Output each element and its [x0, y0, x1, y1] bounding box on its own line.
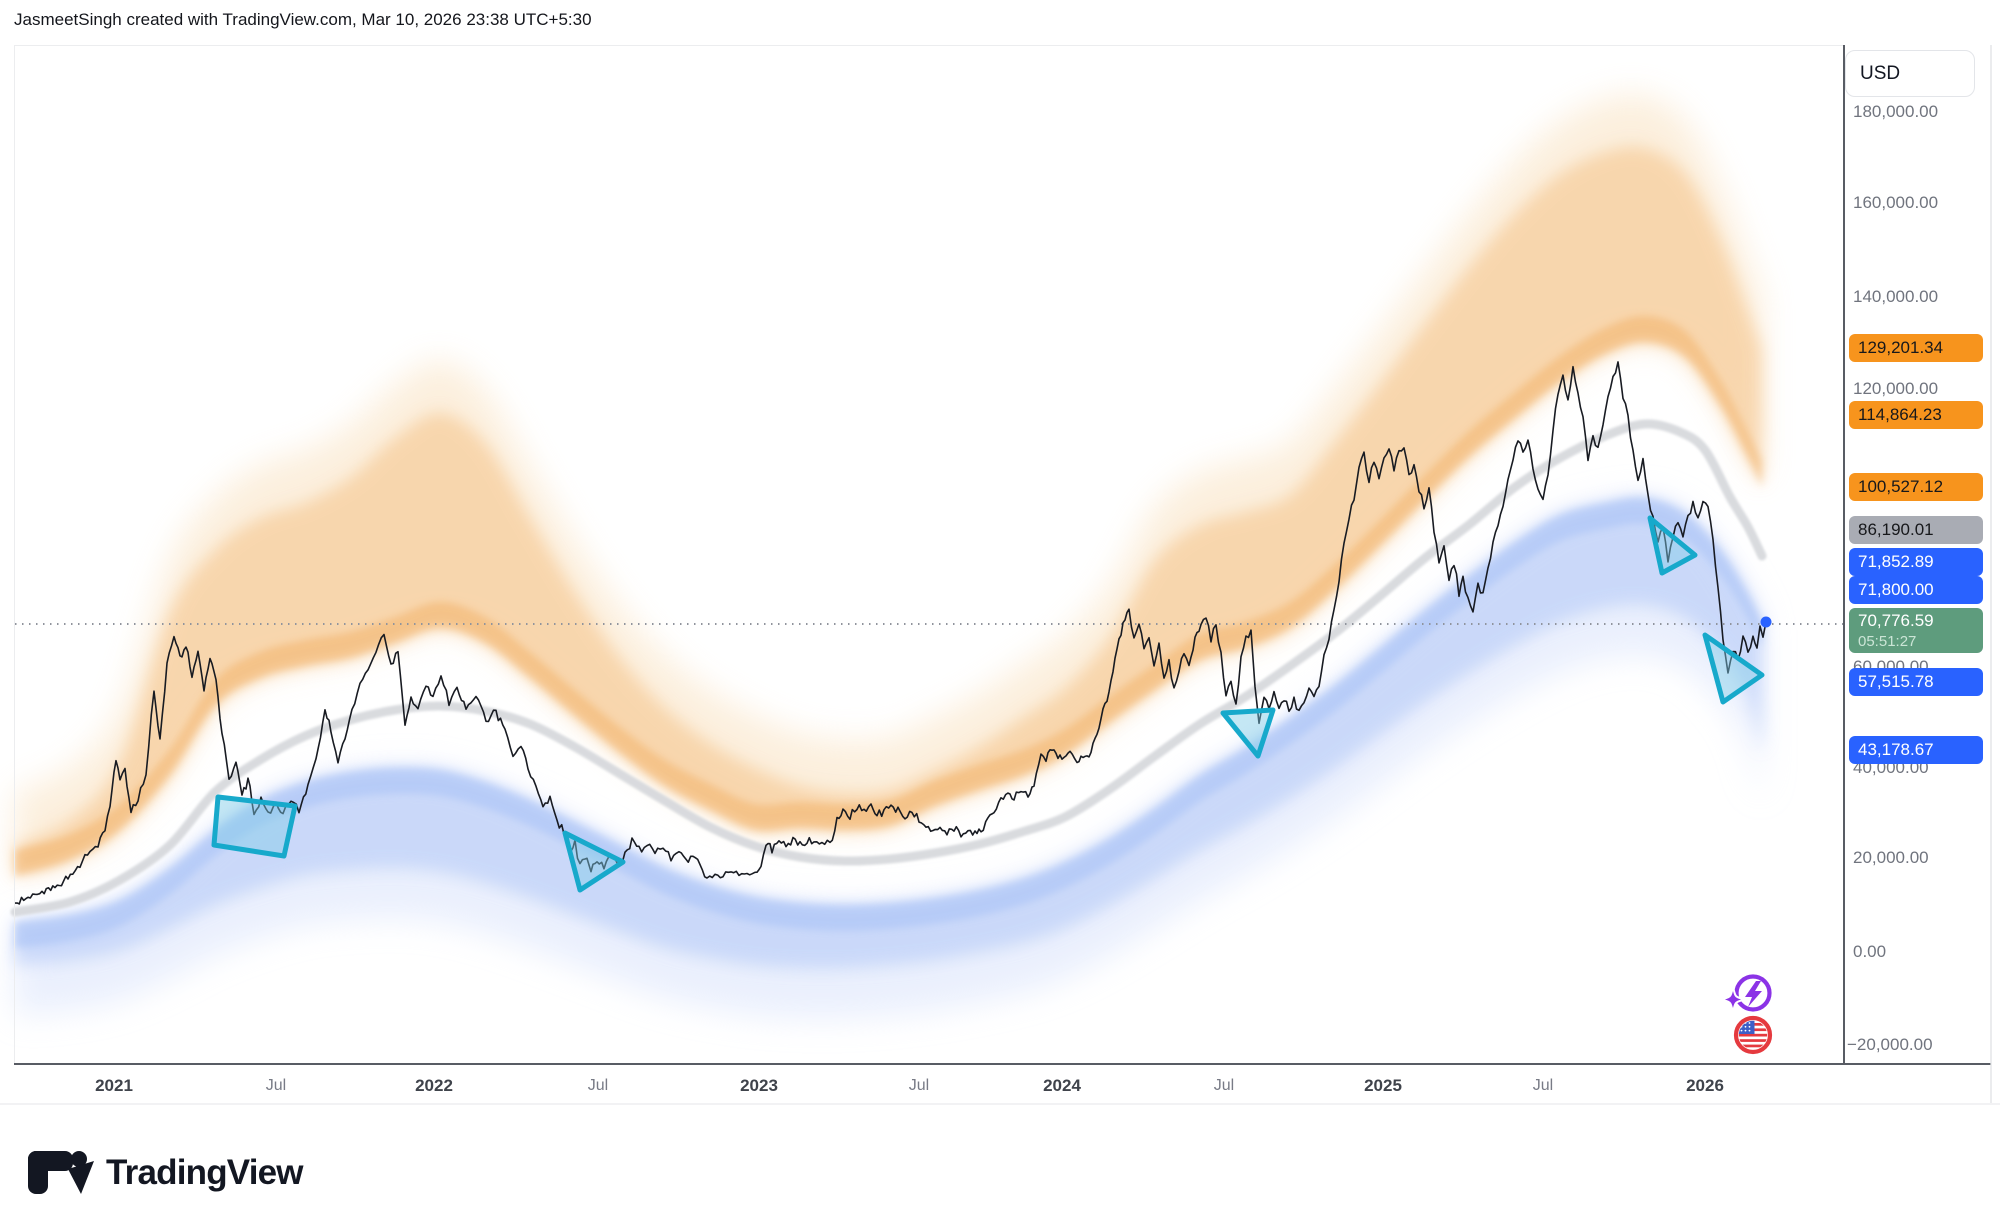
flag-art	[1738, 1020, 1768, 1050]
drawing-quad-2021[interactable]	[211, 794, 298, 859]
drawing-triangle-2026-b[interactable]	[1702, 632, 1765, 705]
currency-button-label: USD	[1860, 62, 1901, 84]
blue-band-glow	[15, 497, 1762, 1019]
ai-spark-icon[interactable]	[1724, 967, 1782, 1017]
drawing-triangle-2022[interactable]	[562, 830, 626, 893]
attribution-text: JasmeetSingh created with TradingView.co…	[14, 10, 592, 29]
drawing-triangle-2024[interactable]	[1220, 707, 1276, 759]
tradingview-logo-mark	[28, 1151, 94, 1194]
sparkle-icon	[1724, 983, 1748, 1016]
tradingview-logo[interactable]: TradingView	[28, 1150, 304, 1196]
drawing-triangle-2026-a[interactable]	[1647, 515, 1698, 576]
orange-band-glow	[15, 94, 1762, 877]
us-flag-icon[interactable]	[1724, 1012, 1782, 1060]
price-series-line	[14, 361, 1767, 905]
time-pane-mask	[0, 1065, 2000, 1103]
blue-band	[15, 497, 1762, 969]
ai-spark-circle	[1734, 974, 1772, 1012]
currency-button[interactable]: USD	[1845, 50, 1975, 97]
price-pane-mask	[1844, 0, 2000, 1209]
lightning-bolt-icon	[1745, 981, 1762, 1007]
mid-band-line	[10, 419, 1767, 917]
tradingview-wordmark: TradingView	[106, 1153, 304, 1192]
last-price-dot	[1760, 616, 1772, 628]
